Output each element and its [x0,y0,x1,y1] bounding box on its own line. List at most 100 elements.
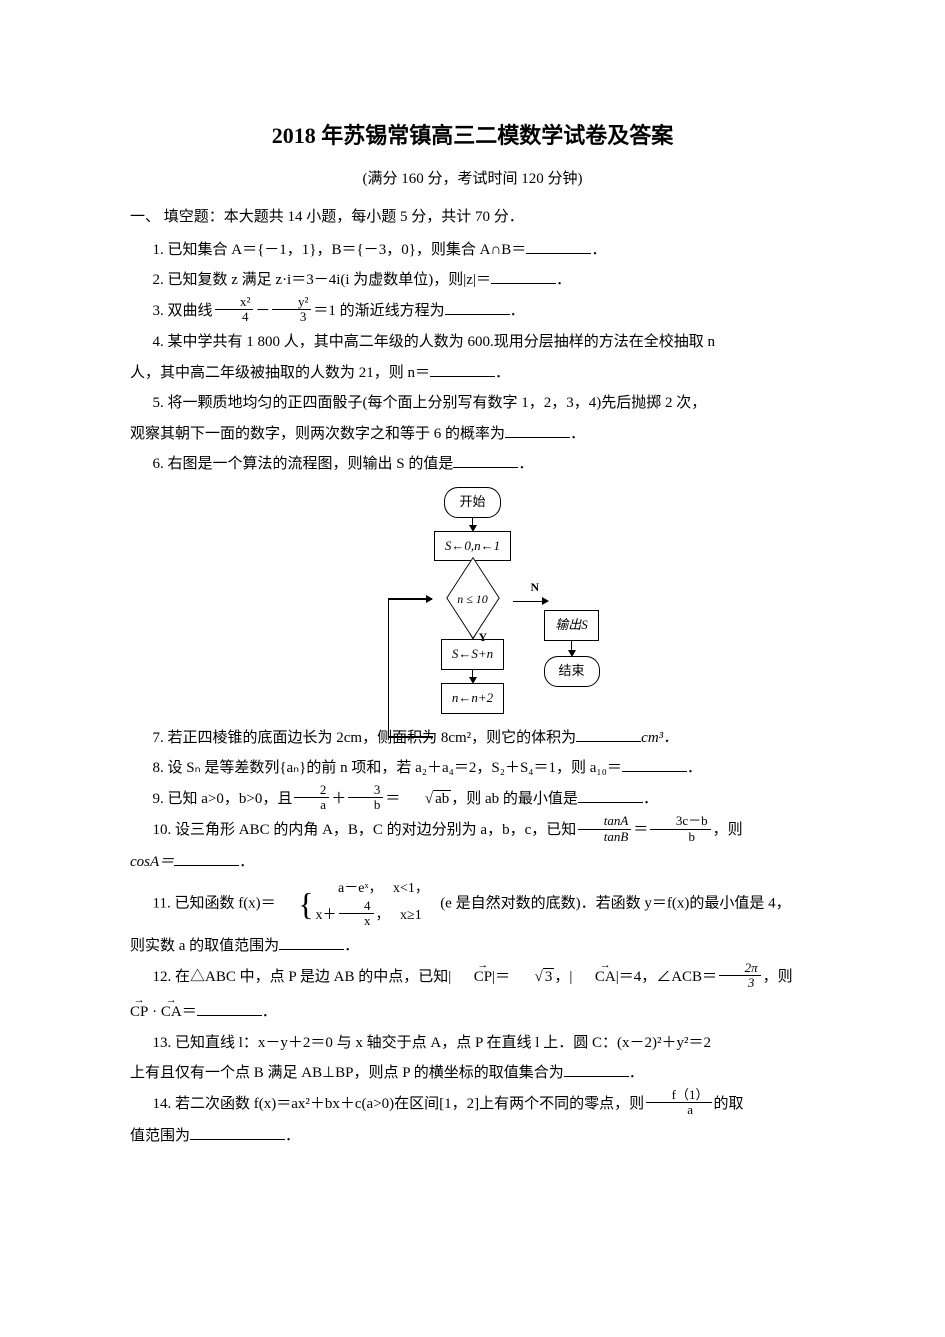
flow-step1: S←S+n [441,639,504,670]
p14-text-b: 的取 [714,1096,744,1112]
flow-yes-label: Y [479,626,488,649]
problem-8: 8. 设 Sₙ 是等差数列{aₙ}的前 n 项和，若 a₂＋a₄＝2，S₂＋S₄… [130,754,815,783]
fraction: 2π3 [719,961,761,991]
blank [174,851,239,866]
p4-text-c: ． [495,365,510,381]
blank [279,935,344,950]
p13-text-c: ． [629,1065,644,1081]
flow-end: 结束 [544,656,600,687]
problem-9: 9. 已知 a>0，b>0，且2a＋3b＝ab，则 ab 的最小值是． [130,785,815,815]
blank [564,1062,629,1077]
blank [526,239,591,254]
p3-text-b: ＝1 的渐近线方程为 [313,303,444,319]
piecewise: a－eˣ， x<1， x＋4x， x≥1 [316,878,429,930]
p1-text-a: 1. 已知集合 A＝{－1，1}，B＝{－3，0}，则集合 A∩B＝ [153,242,527,258]
problem-6: 6. 右图是一个算法的流程图，则输出 S 的值是 ． [130,450,815,479]
sqrt: ab [400,785,451,814]
fraction: f（1）a [646,1088,711,1118]
flow-step2: n←n+2 [441,683,504,714]
flow-start: 开始 [444,487,500,518]
problem-1: 1. 已知集合 A＝{－1，1}，B＝{－3，0}，则集合 A∩B＝ ． [130,236,815,265]
problem-12: 12. 在△ABC 中，点 P 是边 AB 的中点，已知|CP|＝3，|CA|＝… [130,963,815,993]
blank [197,1001,262,1016]
p10-text-b: ，则 [713,822,743,838]
p5-text-b: 观察其朝下一面的数字，则两次数字之和等于 6 的概率为 [130,426,505,442]
blank [190,1125,285,1140]
p7-text-b: cm³． [641,730,678,746]
flowchart: 开始 S←0,n←1 n ≤ 10 Y N S←S+n n←n+2 [348,487,598,714]
p11-text-b: 则实数 a 的取值范围为 [130,938,279,954]
fraction: x²4 [215,295,254,325]
blank [445,300,510,315]
p13-text-b: 上有且仅有一个点 B 满足 AB⊥BP，则点 P 的横坐标的取值集合为 [130,1065,564,1081]
problem-13-line2: 上有且仅有一个点 B 满足 AB⊥BP，则点 P 的横坐标的取值集合为 ． [130,1059,815,1088]
p3-mid: － [255,303,270,319]
blank [453,453,518,468]
p9-text-a: 9. 已知 a>0，b>0，且 [153,791,293,807]
p3-text-a: 3. 双曲线 [153,303,213,319]
problem-3: 3. 双曲线x²4－y²3＝1 的渐近线方程为 ． [130,297,815,327]
problem-5-line1: 5. 将一颗质地均匀的正四面骰子(每个面上分别写有数字 1，2，3，4)先后抛掷… [130,389,815,418]
vector: CA [161,998,182,1027]
p11-text-c: ． [344,938,359,954]
fraction: 2a [294,783,329,813]
p10-text-c: cosA＝ [130,854,174,870]
problem-14: 14. 若二次函数 f(x)＝ax²＋bx＋c(a>0)在区间[1，2]上有两个… [130,1090,815,1120]
p5-text-c: ． [570,426,585,442]
problem-11: 11. 已知函数 f(x)＝{ a－eˣ， x<1， x＋4x， x≥1 (e … [130,878,815,930]
p12-text-c: ． [262,1004,277,1020]
blank [430,362,495,377]
p8-text-a: 8. 设 Sₙ 是等差数列{aₙ}的前 n 项和，若 a₂＋a₄＝2，S₂＋S₄… [153,760,622,776]
p4-text-b: 人，其中高二年级被抽取的人数为 21，则 n＝ [130,365,430,381]
p14-text-d: ． [285,1128,300,1144]
problem-2: 2. 已知复数 z 满足 z·i＝3－4i(i 为虚数单位)，则|z|＝ ． [130,266,815,295]
p2-text-a: 2. 已知复数 z 满足 z·i＝3－4i(i 为虚数单位)，则|z|＝ [153,272,491,288]
sqrt: 3 [510,963,554,992]
flow-no-label: N [531,576,540,599]
problem-4-line1: 4. 某中学共有 1 800 人，其中高二年级的人数为 600.现用分层抽样的方… [130,328,815,357]
blank [578,788,643,803]
vector: CA [572,963,615,992]
p14-text-a: 14. 若二次函数 f(x)＝ax²＋bx＋c(a>0)在区间[1，2]上有两个… [153,1096,645,1112]
p1-text-b: ． [591,242,606,258]
problem-10: 10. 设三角形 ABC 的内角 A，B，C 的对边分别为 a，b，c，已知ta… [130,816,815,846]
fraction: 3b [348,783,383,813]
problem-5-line2: 观察其朝下一面的数字，则两次数字之和等于 6 的概率为 ． [130,420,815,449]
p3-text-c: ． [510,303,525,319]
p14-text-c: 值范围为 [130,1128,190,1144]
p6-text-a: 6. 右图是一个算法的流程图，则输出 S 的值是 [153,456,454,472]
p2-text-b: ． [556,272,571,288]
vector: CP [451,963,492,992]
p12-text-a: 12. 在△ABC 中，点 P 是边 AB 的中点，已知| [153,969,452,985]
brace-icon: { [276,880,314,928]
p6-text-b: ． [518,456,533,472]
page-subtitle: (满分 160 分，考试时间 120 分钟) [130,165,815,194]
fraction: 4x [339,899,374,929]
p9-text-c: ． [643,791,658,807]
page-title: 2018 年苏锡常镇高三二模数学试卷及答案 [130,115,815,157]
blank [491,269,556,284]
problem-10-line2: cosA＝ ． [130,848,815,877]
fraction: y²3 [272,295,311,325]
problem-4-line2: 人，其中高二年级被抽取的人数为 21，则 n＝ ． [130,359,815,388]
problem-7: 7. 若正四棱锥的底面边长为 2cm，侧面积为 8cm²，则它的体积为 cm³． [130,724,815,753]
p11-mid: (e 是自然对数的底数)．若函数 y＝f(x)的最小值是 4， [440,896,790,912]
blank [505,423,570,438]
blank [576,727,641,742]
vector: CP [130,998,148,1027]
p10-text-d: ． [239,854,254,870]
p8-text-b: ． [687,760,702,776]
p7-text-a: 7. 若正四棱锥的底面边长为 2cm，侧面积为 8cm²，则它的体积为 [153,730,577,746]
problem-14-line2: 值范围为 ． [130,1122,815,1151]
problem-13-line1: 13. 已知直线 l：x－y＋2＝0 与 x 轴交于点 A，点 P 在直线 l … [130,1029,815,1058]
flow-decision: n ≤ 10 [431,574,515,622]
blank [622,757,687,772]
p11-text-a: 11. 已知函数 f(x)＝ [153,896,276,912]
section-header: 一、 填空题：本大题共 14 小题，每小题 5 分，共计 70 分． [130,203,815,232]
p9-text-b: ，则 ab 的最小值是 [451,791,578,807]
fraction: 3c－bb [650,814,710,844]
p10-text-a: 10. 设三角形 ABC 的内角 A，B，C 的对边分别为 a，b，c，已知 [153,822,577,838]
problem-12-line2: CP · CA＝． [130,998,815,1027]
fraction: tanAtanB [578,814,631,844]
flow-output: 输出S [544,610,599,641]
